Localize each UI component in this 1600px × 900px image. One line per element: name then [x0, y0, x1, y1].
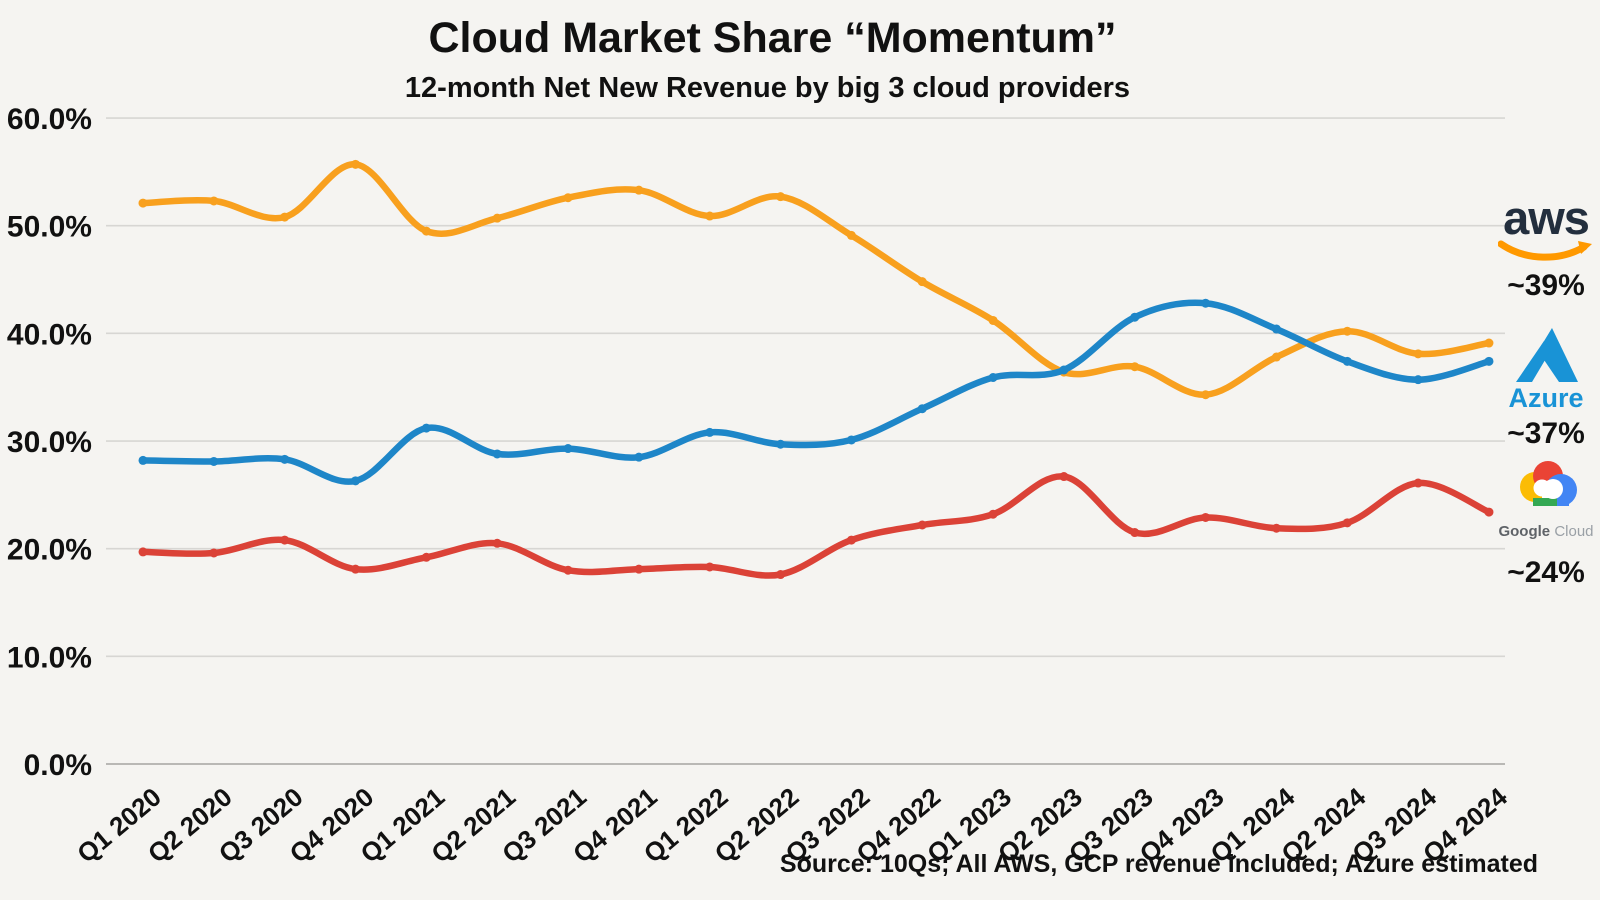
data-point-aws: [209, 196, 219, 206]
data-point-google-cloud: [280, 535, 290, 545]
data-point-google-cloud: [634, 564, 644, 574]
y-axis-tick-label: 0.0%: [24, 749, 92, 782]
data-point-google-cloud: [917, 520, 927, 530]
azure-share-label: ~37%: [1507, 417, 1585, 450]
legend-item-google-cloud: Google Cloud ~24%: [1488, 460, 1600, 590]
data-point-google-cloud: [1059, 472, 1069, 482]
data-point-azure: [138, 455, 148, 465]
data-point-azure: [1342, 356, 1352, 366]
data-point-azure: [705, 427, 715, 437]
data-point-google-cloud: [209, 548, 219, 558]
data-point-google-cloud: [1484, 507, 1494, 517]
data-point-aws: [634, 185, 644, 195]
data-point-aws: [280, 212, 290, 222]
data-point-azure: [1271, 324, 1281, 334]
data-point-aws: [776, 192, 786, 202]
aws-share-label: ~39%: [1507, 269, 1585, 303]
data-point-google-cloud: [1201, 512, 1211, 522]
data-point-aws: [917, 277, 927, 287]
data-point-aws: [138, 198, 148, 208]
y-axis-tick-label: 30.0%: [7, 426, 92, 459]
legend-item-azure: Azure ~37%: [1488, 328, 1600, 451]
data-point-google-cloud: [846, 535, 856, 545]
data-point-aws: [1413, 349, 1423, 359]
data-point-azure: [776, 439, 786, 449]
aws-logo: aws: [1503, 191, 1590, 244]
data-point-azure: [1201, 298, 1211, 308]
data-point-azure: [988, 373, 998, 383]
data-point-aws: [846, 230, 856, 240]
data-point-aws: [1130, 362, 1140, 372]
series-line-azure: [139, 299, 1493, 485]
data-point-aws: [1201, 390, 1211, 400]
data-point-aws: [1484, 338, 1494, 348]
data-point-google-cloud: [138, 547, 148, 557]
y-axis-tick-label: 60.0%: [7, 103, 92, 136]
y-axis-tick-label: 50.0%: [7, 211, 92, 244]
data-point-azure: [1413, 375, 1423, 385]
data-point-google-cloud: [492, 538, 502, 548]
data-point-azure: [492, 449, 502, 459]
y-axis-tick-label: 40.0%: [7, 318, 92, 351]
data-point-aws: [351, 159, 361, 169]
data-point-azure: [1130, 312, 1140, 322]
data-point-google-cloud: [563, 565, 573, 575]
legend-item-aws: aws ~39%: [1488, 191, 1600, 303]
data-point-aws: [563, 193, 573, 203]
data-point-aws: [988, 315, 998, 325]
chart-title: Cloud Market Share “Momentum”: [428, 14, 1117, 62]
y-axis-tick-label: 10.0%: [7, 641, 92, 674]
data-point-google-cloud: [351, 564, 361, 574]
data-point-azure: [634, 452, 644, 462]
data-point-aws: [1342, 326, 1352, 336]
data-point-google-cloud: [1413, 478, 1423, 488]
data-point-google-cloud: [705, 562, 715, 572]
data-point-azure: [1484, 356, 1494, 366]
data-point-google-cloud: [776, 570, 786, 580]
data-point-azure: [421, 423, 431, 433]
data-point-google-cloud: [1342, 518, 1352, 528]
google-cloud-logo-text: Google Cloud: [1498, 523, 1594, 540]
google-cloud-share-label: ~24%: [1507, 556, 1585, 589]
azure-logo-icon: [1516, 328, 1578, 382]
data-point-azure: [917, 404, 927, 414]
google-cloud-logo-icon: [1520, 461, 1577, 506]
y-axis-tick-label: 20.0%: [7, 534, 92, 567]
data-point-google-cloud: [1271, 523, 1281, 533]
source-note: Source: 10Qs; All AWS, GCP revenue inclu…: [779, 850, 1538, 878]
data-point-google-cloud: [421, 552, 431, 562]
data-point-aws: [705, 211, 715, 221]
data-point-azure: [351, 476, 361, 486]
data-point-azure: [563, 444, 573, 454]
data-point-google-cloud: [988, 509, 998, 519]
series-line-aws: [139, 161, 1493, 398]
data-point-aws: [1271, 352, 1281, 362]
data-point-azure: [1059, 365, 1069, 375]
azure-logo-text: Azure: [1508, 383, 1584, 413]
data-point-azure: [209, 456, 219, 466]
data-point-azure: [846, 435, 856, 445]
data-point-google-cloud: [1130, 528, 1140, 538]
chart-subtitle: 12-month Net New Revenue by big 3 cloud …: [404, 72, 1131, 104]
aws-swoosh-icon: [1498, 240, 1592, 261]
series-line-google-cloud: [139, 473, 1493, 579]
data-point-aws: [421, 226, 431, 236]
data-point-azure: [280, 454, 290, 464]
data-point-aws: [492, 213, 502, 223]
